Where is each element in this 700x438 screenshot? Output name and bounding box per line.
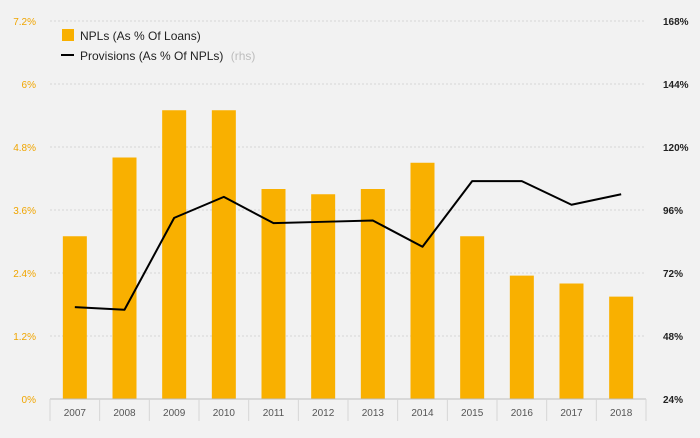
right-axis-tick-label: 72% bbox=[663, 269, 683, 280]
right-axis-tick-label: 48% bbox=[663, 332, 683, 343]
right-axis-tick-label: 144% bbox=[663, 80, 689, 91]
x-axis-tick-label: 2010 bbox=[213, 408, 236, 419]
left-axis-tick-label: 1.2% bbox=[13, 332, 36, 343]
right-axis-tick-label: 168% bbox=[663, 17, 689, 28]
left-axis-tick-label: 4.8% bbox=[13, 143, 36, 154]
right-axis-tick-label: 96% bbox=[663, 206, 683, 217]
legend-label-provisions-name: Provisions (As % Of NPLs) bbox=[80, 49, 223, 63]
bar-series bbox=[62, 110, 634, 399]
x-axis-tick-label: 2018 bbox=[610, 408, 633, 419]
grid-lines bbox=[50, 20, 646, 337]
bar bbox=[112, 157, 137, 399]
left-axis-tick-label: 0% bbox=[22, 395, 37, 406]
x-axis-tick-label: 2013 bbox=[362, 408, 385, 419]
bar bbox=[609, 296, 634, 399]
x-axis-tick-label: 2017 bbox=[560, 408, 583, 419]
axes: 0% 1.2% 2.4% 3.6% 4.8% 6% 7.2% 24% 48% 72% 96% 120%… bbox=[13, 17, 689, 421]
right-axis-tick-label: 24% bbox=[663, 395, 683, 406]
x-axis-tick-label: 2015 bbox=[461, 408, 484, 419]
bar bbox=[460, 236, 485, 399]
legend-label-provisions-suffix: (rhs) bbox=[231, 49, 256, 63]
left-axis-tick-label: 3.6% bbox=[13, 206, 36, 217]
x-axis-tick-label: 2012 bbox=[312, 408, 335, 419]
bar bbox=[261, 189, 286, 399]
bar bbox=[509, 275, 534, 399]
line-series bbox=[74, 180, 622, 311]
left-axis-tick-label: 6% bbox=[22, 80, 37, 91]
right-axis-tick-label: 120% bbox=[663, 143, 689, 154]
x-axis-tick-label: 2016 bbox=[511, 408, 534, 419]
bar bbox=[162, 110, 187, 399]
provisions-line bbox=[74, 180, 622, 311]
x-axis-tick-label: 2009 bbox=[163, 408, 186, 419]
left-axis-tick-label: 2.4% bbox=[13, 269, 36, 280]
x-axis-tick-label: 2011 bbox=[263, 408, 285, 419]
bar bbox=[211, 110, 236, 399]
legend: NPLs (As % Of Loans) Provisions (As % Of… bbox=[61, 29, 255, 63]
bar bbox=[410, 162, 435, 399]
bar bbox=[311, 194, 336, 399]
x-axis-tick-label: 2007 bbox=[64, 408, 87, 419]
legend-label-provisions: Provisions (As % Of NPLs) (rhs) bbox=[80, 49, 255, 63]
bar bbox=[62, 236, 87, 399]
x-axis-tick-label: 2014 bbox=[411, 408, 434, 419]
legend-label-npls: NPLs (As % Of Loans) bbox=[80, 29, 201, 43]
left-axis-tick-label: 7.2% bbox=[13, 17, 36, 28]
legend-swatch-npls bbox=[62, 29, 74, 41]
x-axis-tick-label: 2008 bbox=[113, 408, 136, 419]
bar bbox=[559, 283, 584, 399]
